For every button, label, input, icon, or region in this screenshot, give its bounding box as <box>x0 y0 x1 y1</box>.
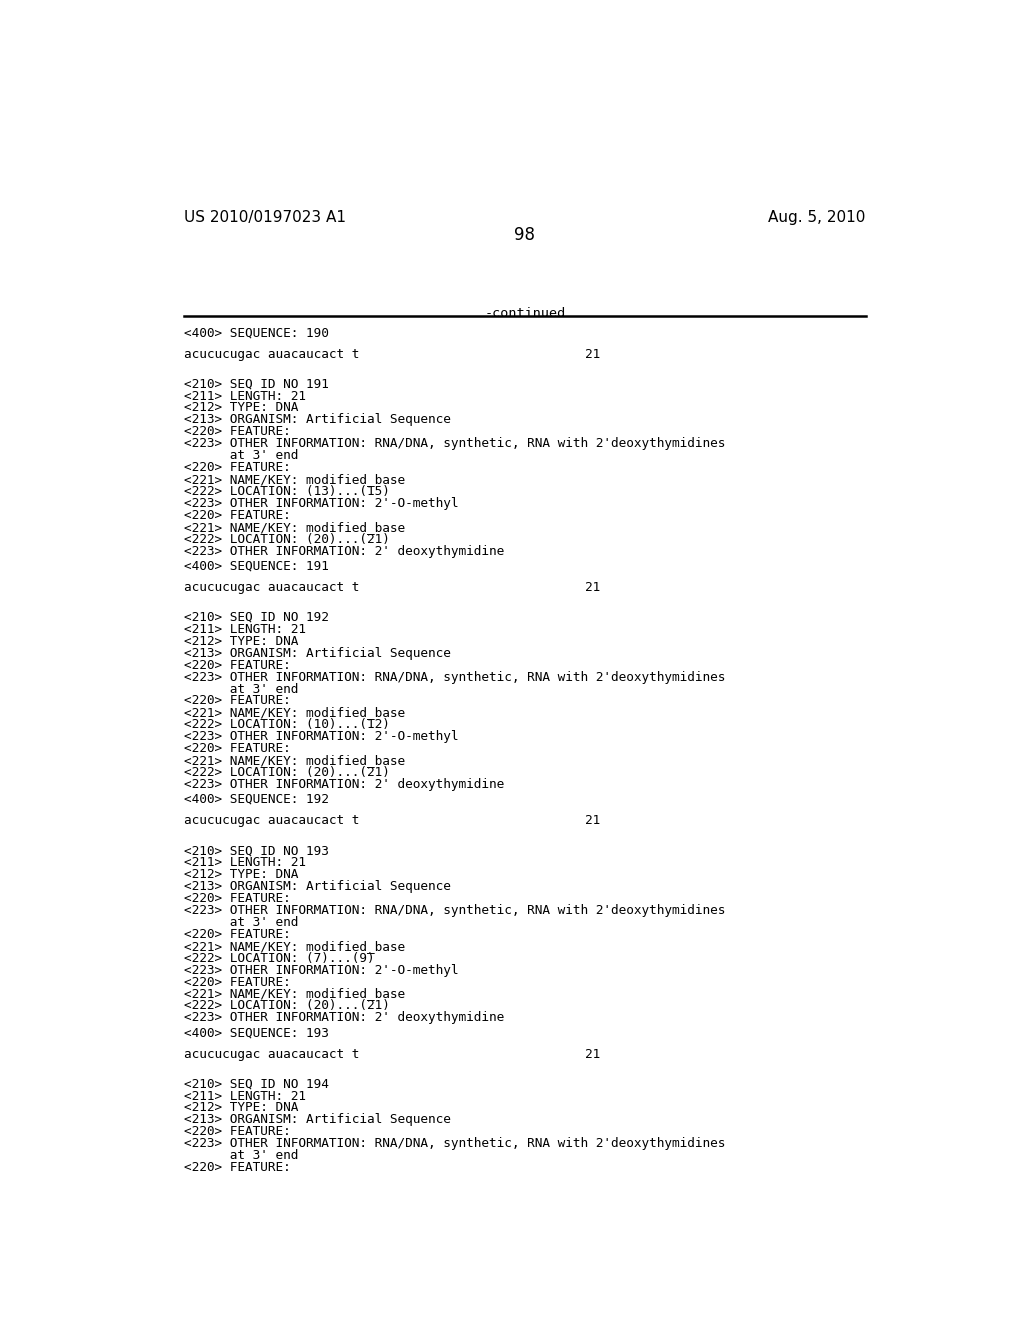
Text: <220> FEATURE:: <220> FEATURE: <box>183 975 291 989</box>
Text: <222> LOCATION: (20)...(21): <222> LOCATION: (20)...(21) <box>183 999 390 1012</box>
Text: <400> SEQUENCE: 193: <400> SEQUENCE: 193 <box>183 1026 329 1039</box>
Text: at 3' end: at 3' end <box>183 449 298 462</box>
Text: <212> TYPE: DNA: <212> TYPE: DNA <box>183 1101 298 1114</box>
Text: <212> TYPE: DNA: <212> TYPE: DNA <box>183 635 298 648</box>
Text: <213> ORGANISM: Artificial Sequence: <213> ORGANISM: Artificial Sequence <box>183 880 451 894</box>
Text: <223> OTHER INFORMATION: RNA/DNA, synthetic, RNA with 2'deoxythymidines: <223> OTHER INFORMATION: RNA/DNA, synthe… <box>183 1138 725 1150</box>
Text: <220> FEATURE:: <220> FEATURE: <box>183 510 291 521</box>
Text: <221> NAME/KEY: modified_base: <221> NAME/KEY: modified_base <box>183 706 404 719</box>
Text: <222> LOCATION: (7)...(9): <222> LOCATION: (7)...(9) <box>183 952 375 965</box>
Text: <220> FEATURE:: <220> FEATURE: <box>183 1126 291 1138</box>
Text: <220> FEATURE:: <220> FEATURE: <box>183 425 291 438</box>
Text: <220> FEATURE:: <220> FEATURE: <box>183 461 291 474</box>
Text: <213> ORGANISM: Artificial Sequence: <213> ORGANISM: Artificial Sequence <box>183 647 451 660</box>
Text: acucucugac auacaucact t: acucucugac auacaucact t <box>183 581 359 594</box>
Text: 98: 98 <box>514 226 536 244</box>
Text: <222> LOCATION: (10)...(12): <222> LOCATION: (10)...(12) <box>183 718 390 731</box>
Text: <211> LENGTH: 21: <211> LENGTH: 21 <box>183 623 306 636</box>
Text: <220> FEATURE:: <220> FEATURE: <box>183 659 291 672</box>
Text: <221> NAME/KEY: modified_base: <221> NAME/KEY: modified_base <box>183 754 404 767</box>
Text: US 2010/0197023 A1: US 2010/0197023 A1 <box>183 210 346 224</box>
Text: Aug. 5, 2010: Aug. 5, 2010 <box>768 210 866 224</box>
Text: acucucugac auacaucact t: acucucugac auacaucact t <box>183 347 359 360</box>
Text: <211> LENGTH: 21: <211> LENGTH: 21 <box>183 1089 306 1102</box>
Text: <222> LOCATION: (20)...(21): <222> LOCATION: (20)...(21) <box>183 533 390 545</box>
Text: <220> FEATURE:: <220> FEATURE: <box>183 928 291 941</box>
Text: <223> OTHER INFORMATION: 2' deoxythymidine: <223> OTHER INFORMATION: 2' deoxythymidi… <box>183 777 504 791</box>
Text: 21: 21 <box>586 814 600 828</box>
Text: <223> OTHER INFORMATION: RNA/DNA, synthetic, RNA with 2'deoxythymidines: <223> OTHER INFORMATION: RNA/DNA, synthe… <box>183 671 725 684</box>
Text: <212> TYPE: DNA: <212> TYPE: DNA <box>183 869 298 882</box>
Text: 21: 21 <box>586 1048 600 1061</box>
Text: <211> LENGTH: 21: <211> LENGTH: 21 <box>183 389 306 403</box>
Text: -continued: -continued <box>484 308 565 319</box>
Text: <223> OTHER INFORMATION: 2'-O-methyl: <223> OTHER INFORMATION: 2'-O-methyl <box>183 496 459 510</box>
Text: 21: 21 <box>586 581 600 594</box>
Text: <222> LOCATION: (20)...(21): <222> LOCATION: (20)...(21) <box>183 766 390 779</box>
Text: <210> SEQ ID NO 193: <210> SEQ ID NO 193 <box>183 845 329 857</box>
Text: <210> SEQ ID NO 192: <210> SEQ ID NO 192 <box>183 611 329 624</box>
Text: <221> NAME/KEY: modified_base: <221> NAME/KEY: modified_base <box>183 473 404 486</box>
Text: 21: 21 <box>586 347 600 360</box>
Text: <220> FEATURE:: <220> FEATURE: <box>183 742 291 755</box>
Text: <400> SEQUENCE: 191: <400> SEQUENCE: 191 <box>183 560 329 573</box>
Text: <221> NAME/KEY: modified_base: <221> NAME/KEY: modified_base <box>183 521 404 533</box>
Text: <210> SEQ ID NO 194: <210> SEQ ID NO 194 <box>183 1077 329 1090</box>
Text: <223> OTHER INFORMATION: RNA/DNA, synthetic, RNA with 2'deoxythymidines: <223> OTHER INFORMATION: RNA/DNA, synthe… <box>183 437 725 450</box>
Text: <223> OTHER INFORMATION: RNA/DNA, synthetic, RNA with 2'deoxythymidines: <223> OTHER INFORMATION: RNA/DNA, synthe… <box>183 904 725 917</box>
Text: <212> TYPE: DNA: <212> TYPE: DNA <box>183 401 298 414</box>
Text: <223> OTHER INFORMATION: 2'-O-methyl: <223> OTHER INFORMATION: 2'-O-methyl <box>183 964 459 977</box>
Text: <400> SEQUENCE: 190: <400> SEQUENCE: 190 <box>183 326 329 339</box>
Text: at 3' end: at 3' end <box>183 916 298 929</box>
Text: acucucugac auacaucact t: acucucugac auacaucact t <box>183 814 359 828</box>
Text: <400> SEQUENCE: 192: <400> SEQUENCE: 192 <box>183 793 329 807</box>
Text: <220> FEATURE:: <220> FEATURE: <box>183 892 291 906</box>
Text: at 3' end: at 3' end <box>183 682 298 696</box>
Text: <220> FEATURE:: <220> FEATURE: <box>183 1162 291 1173</box>
Text: <221> NAME/KEY: modified_base: <221> NAME/KEY: modified_base <box>183 940 404 953</box>
Text: <220> FEATURE:: <220> FEATURE: <box>183 694 291 708</box>
Text: acucucugac auacaucact t: acucucugac auacaucact t <box>183 1048 359 1061</box>
Text: <223> OTHER INFORMATION: 2' deoxythymidine: <223> OTHER INFORMATION: 2' deoxythymidi… <box>183 1011 504 1024</box>
Text: at 3' end: at 3' end <box>183 1150 298 1162</box>
Text: <223> OTHER INFORMATION: 2' deoxythymidine: <223> OTHER INFORMATION: 2' deoxythymidi… <box>183 545 504 557</box>
Text: <223> OTHER INFORMATION: 2'-O-methyl: <223> OTHER INFORMATION: 2'-O-methyl <box>183 730 459 743</box>
Text: <213> ORGANISM: Artificial Sequence: <213> ORGANISM: Artificial Sequence <box>183 413 451 426</box>
Text: <222> LOCATION: (13)...(15): <222> LOCATION: (13)...(15) <box>183 484 390 498</box>
Text: <213> ORGANISM: Artificial Sequence: <213> ORGANISM: Artificial Sequence <box>183 1113 451 1126</box>
Text: <221> NAME/KEY: modified_base: <221> NAME/KEY: modified_base <box>183 987 404 1001</box>
Text: <211> LENGTH: 21: <211> LENGTH: 21 <box>183 857 306 869</box>
Text: <210> SEQ ID NO 191: <210> SEQ ID NO 191 <box>183 378 329 391</box>
